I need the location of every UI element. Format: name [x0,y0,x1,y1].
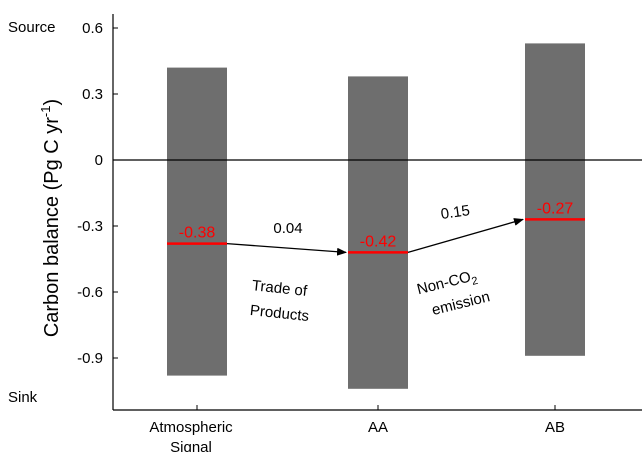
sink-label: Sink [8,389,38,406]
change-label-1: 0.04 [273,220,302,237]
axis-layer: 0.6 0.3 0 -0.3 -0.6 -0.9 Atmospheric Signal AA AB… [8,14,642,452]
arrow-2 [407,218,524,254]
range-bar-1 [348,76,408,389]
y-tick-label-1: 0.3 [82,86,103,103]
value-label-2: -0.27 [537,200,574,217]
y-tick-label-5: -0.9 [77,350,103,367]
range-bar-0 [167,67,227,376]
range-bar-2 [525,43,585,356]
mechanism-label-1-0: Trade of [251,277,309,300]
mechanism-label-1-1: Products [249,302,310,325]
value-label-1: -0.42 [360,233,397,250]
y-tick-label-4: -0.6 [77,284,103,301]
source-label: Source [8,19,56,36]
category-label-2-0: AB [545,419,565,436]
category-label-0-0: Atmospheric [149,419,233,436]
y-tick-label-0: 0.6 [82,20,103,37]
y-tick-label-3: -0.3 [77,218,103,235]
bars-layer: -0.38 -0.42 -0.27 [167,43,585,389]
category-label-0-1: Signal [170,439,212,452]
change-label-2: 0.15 [440,202,471,223]
y-tick-label-2: 0 [95,152,103,169]
value-label-0: -0.38 [179,225,216,242]
y-axis-label: Carbon balance (Pg C yr-1) [38,99,63,337]
category-label-1-0: AA [368,419,388,436]
arrow-1 [226,242,347,256]
